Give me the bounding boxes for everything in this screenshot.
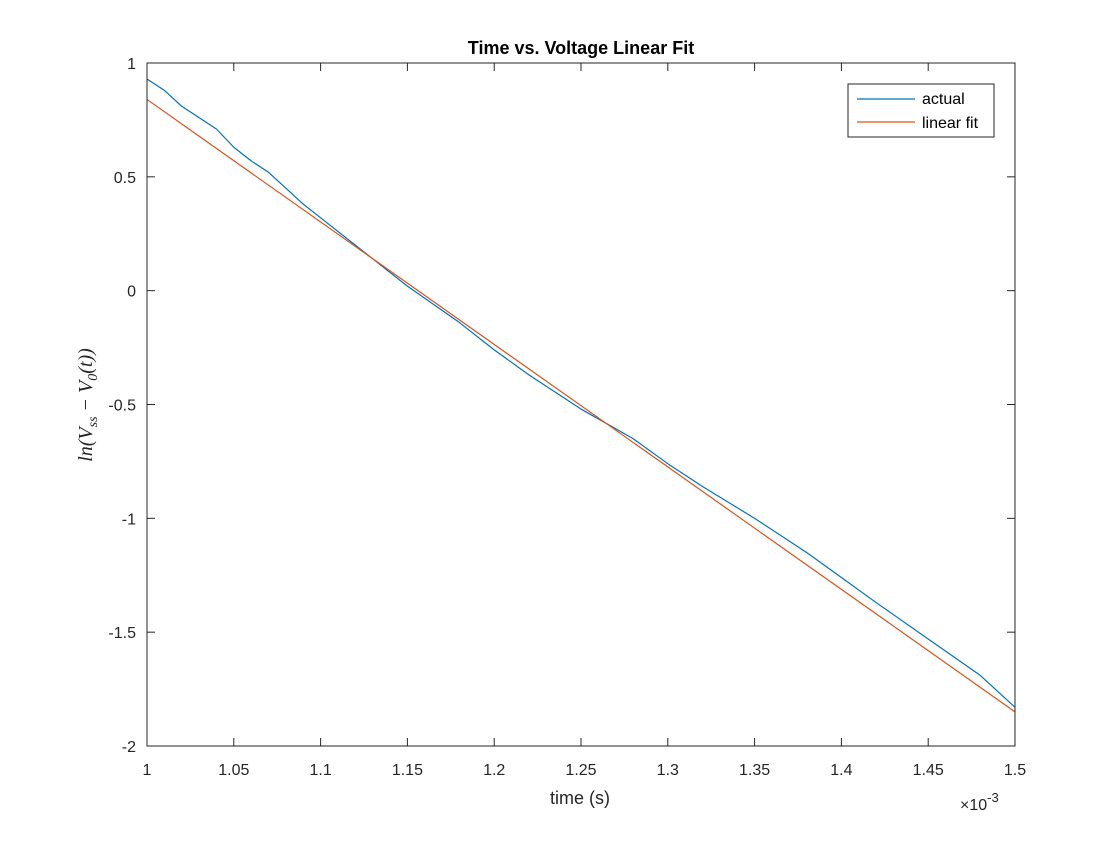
x-tick-label: 1.2 <box>483 762 505 779</box>
legend-box <box>847 83 995 138</box>
x-tick-label: 1.15 <box>392 762 423 779</box>
plot-area-background <box>147 63 1015 746</box>
y-tick-label: 0.5 <box>114 170 136 187</box>
x-tick-label: 1.25 <box>565 762 596 779</box>
legend: actual linear fit <box>847 83 995 138</box>
series-layer <box>146 78 1016 713</box>
y-axis-label: ln(Vss − V0(t)) <box>75 348 101 462</box>
x-axis-label: time (s) <box>550 788 610 808</box>
y-label-middle: − V <box>75 378 97 416</box>
y-label-suffix: (t)) <box>75 348 97 374</box>
x-exponent-label: ×10-3 <box>960 790 999 814</box>
series-line-actual <box>146 78 1016 708</box>
legend-label-linear-fit: linear fit <box>922 115 979 132</box>
legend-label-actual: actual <box>922 91 965 108</box>
x-tick-label: 1.05 <box>218 762 249 779</box>
x-tick-label: 1.35 <box>739 762 770 779</box>
x-exponent-power: -3 <box>987 790 999 805</box>
y-ticks-layer: 1 0.5 0 -0.5 -1 -1.5 -2 <box>108 56 1015 756</box>
x-tick-label: 1.45 <box>913 762 944 779</box>
x-tick-label: 1.4 <box>830 762 852 779</box>
chart-title: Time vs. Voltage Linear Fit <box>468 38 694 58</box>
y-tick-label: -1.5 <box>108 625 136 642</box>
y-tick-label: 1 <box>127 56 136 73</box>
y-tick-label: -2 <box>122 739 136 756</box>
x-tick-label: 1.5 <box>1004 762 1026 779</box>
x-tick-label: 1.1 <box>309 762 331 779</box>
y-tick-label: -1 <box>122 511 136 528</box>
y-tick-label: 0 <box>127 284 136 301</box>
y-label-sub2: 0 <box>86 374 101 381</box>
x-tick-label: 1 <box>143 762 152 779</box>
y-label-sub1: ss <box>86 416 101 427</box>
x-tick-label: 1.3 <box>657 762 679 779</box>
y-tick-label: -0.5 <box>108 398 136 415</box>
series-line-linear-fit <box>146 98 1016 713</box>
x-ticks-layer: 1 1.05 1.1 1.15 1.2 1.25 1.3 1.35 1.4 1.45 1.5 <box>143 63 1026 779</box>
y-label-prefix: ln(V <box>75 425 97 462</box>
x-exponent-base: ×10 <box>960 797 987 814</box>
